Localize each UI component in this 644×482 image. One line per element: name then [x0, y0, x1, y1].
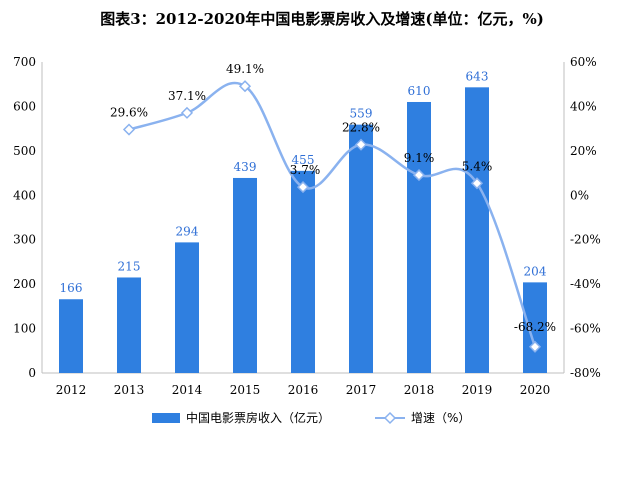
x-tick-label: 2016 [288, 383, 319, 397]
bar [59, 299, 83, 373]
y-right-tick-label: 60% [570, 55, 597, 69]
x-tick-label: 2020 [520, 383, 551, 397]
bar-value-label: 643 [466, 69, 489, 83]
y-right-tick-label: 20% [570, 144, 597, 158]
bar-value-label: 559 [350, 107, 373, 121]
data-labels: 166 215 294 439 455 559 610 643 204 29.6% 37.1% 49.… [60, 62, 557, 334]
x-tick-label: 2017 [346, 383, 377, 397]
y-right-tick-label: -20% [570, 233, 601, 247]
x-tick-label: 2018 [404, 383, 435, 397]
legend-line-marker [383, 411, 397, 425]
bar [465, 87, 489, 374]
bar-value-label: 610 [408, 84, 431, 98]
growth-value-label: 3.7% [290, 163, 321, 177]
x-tick-label: 2019 [462, 383, 493, 397]
x-tick-label: 2015 [230, 383, 261, 397]
y-left-tick-label: 100 [13, 322, 36, 336]
growth-value-label: 37.1% [168, 89, 206, 103]
legend: 中国电影票房收入（亿元） 增速（%） [152, 410, 470, 425]
growth-value-label: 5.4% [462, 159, 493, 173]
bar [291, 170, 315, 373]
y-right-tick-label: -80% [570, 366, 601, 380]
growth-line-path [128, 81, 537, 348]
y-left-tick-label: 0 [28, 366, 36, 380]
growth-value-label: 9.1% [404, 151, 435, 165]
growth-line [122, 80, 542, 353]
bar-value-label: 294 [176, 224, 199, 238]
x-tick-label: 2013 [114, 383, 145, 397]
bar-value-label: 204 [524, 264, 547, 278]
bar [407, 101, 431, 373]
bar [523, 282, 547, 373]
y-left-tick-label: 300 [13, 233, 36, 247]
y-left-tick-label: 700 [13, 55, 36, 69]
bar [117, 277, 141, 373]
y-right-tick-label: 0% [570, 188, 589, 202]
axes: 0 100 200 300 400 500 600 700 -80% -60% -40% -20% 0%… [13, 55, 601, 397]
growth-marker [296, 181, 310, 194]
growth-marker [412, 169, 426, 182]
growth-marker [470, 177, 484, 190]
bar [349, 124, 373, 373]
chart-title: 图表3：2012-2020年中国电影票房收入及增速(单位：亿元，%) [100, 10, 544, 28]
legend-bar-swatch [152, 413, 180, 423]
growth-marker [528, 340, 542, 353]
bars [59, 87, 547, 374]
bar-value-label: 215 [118, 259, 141, 273]
growth-value-label: 49.1% [226, 62, 264, 76]
growth-value-label: 29.6% [110, 106, 148, 120]
bar-value-label: 166 [60, 281, 83, 295]
growth-value-label: 22.8% [342, 121, 380, 135]
legend-bar-label: 中国电影票房收入（亿元） [186, 410, 330, 425]
y-right-tick-label: 40% [570, 99, 597, 113]
y-right-tick-label: -60% [570, 322, 601, 336]
y-right-tick-label: -40% [570, 277, 601, 291]
growth-value-label: -68.2% [514, 320, 556, 334]
legend-line-label: 增速（%） [411, 411, 470, 425]
growth-marker [354, 138, 368, 151]
bar [233, 177, 257, 373]
growth-marker [180, 106, 194, 119]
growth-marker [122, 123, 136, 136]
y-left-tick-label: 600 [13, 99, 36, 113]
bar-value-label: 455 [292, 153, 315, 167]
y-left-tick-label: 200 [13, 277, 36, 291]
y-left-tick-label: 500 [13, 144, 36, 158]
x-tick-label: 2014 [172, 383, 203, 397]
x-tick-label: 2012 [56, 383, 87, 397]
y-left-tick-label: 400 [13, 188, 36, 202]
growth-marker [238, 80, 252, 93]
bar [175, 242, 199, 373]
bar-value-label: 439 [234, 160, 257, 174]
